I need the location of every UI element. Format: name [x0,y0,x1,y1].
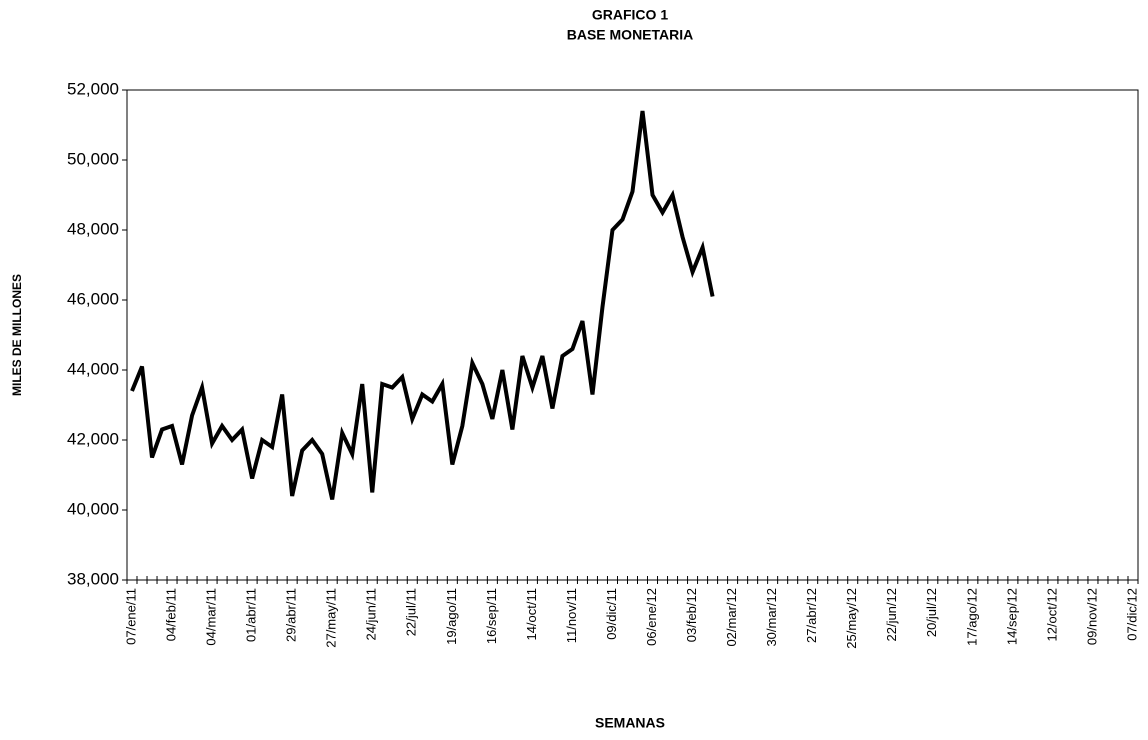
plot-frame [126,89,1139,581]
y-tick-label: 50,000 [67,149,119,168]
x-tick-label: 24/jun/11 [364,588,379,641]
x-tick-label: 07/dic/12 [1124,588,1139,641]
x-tick-label: 22/jul/11 [404,588,419,636]
x-tick-label: 04/feb/11 [163,588,178,641]
x-tick-label: 14/oct/11 [524,588,539,641]
x-tick-label: 04/mar/11 [204,588,219,646]
chart-title: GRAFICO 1 [592,7,668,23]
x-tick-label: 25/may/12 [844,588,859,649]
x-tick-label: 29/abr/11 [284,588,299,642]
x-tick-label: 16/sep/11 [484,588,499,644]
x-tick-label: 09/nov/12 [1084,588,1099,645]
x-tick-label: 09/dic/11 [604,588,619,640]
x-tick-label: 30/mar/12 [764,588,779,647]
x-tick-label: 19/ago/11 [444,588,459,645]
y-axis-label: MILES DE MILLONES [10,274,24,396]
y-tick-label: 52,000 [67,79,119,98]
x-tick-label: 27/abr/12 [804,588,819,643]
x-tick-label: 06/ene/12 [644,588,659,646]
y-tick-label: 38,000 [67,569,119,588]
x-tick-label: 22/jun/12 [884,588,899,642]
data-line [130,110,715,500]
x-tick-label: 02/mar/12 [724,588,739,647]
x-axis-label: SEMANAS [595,715,665,731]
x-tick-label: 27/may/11 [324,588,339,648]
x-tick-label: 12/oct/12 [1044,588,1059,642]
x-tick-label: 20/jul/12 [924,588,939,637]
x-tick-label: 14/sep/12 [1004,588,1019,645]
x-tick-label: 01/abr/11 [244,588,259,642]
y-tick-label: 44,000 [67,359,119,378]
y-tick-label: 46,000 [67,289,119,308]
x-tick-label: 03/feb/12 [684,588,699,642]
x-tick-label: 17/ago/12 [964,588,979,646]
x-tick-label: 11/nov/11 [564,588,579,643]
y-tick-label: 40,000 [67,499,119,518]
chart-subtitle: BASE MONETARIA [567,27,694,43]
y-tick-label: 42,000 [67,429,119,448]
x-tick-label: 07/ene/11 [123,588,138,645]
y-tick-label: 48,000 [67,219,119,238]
